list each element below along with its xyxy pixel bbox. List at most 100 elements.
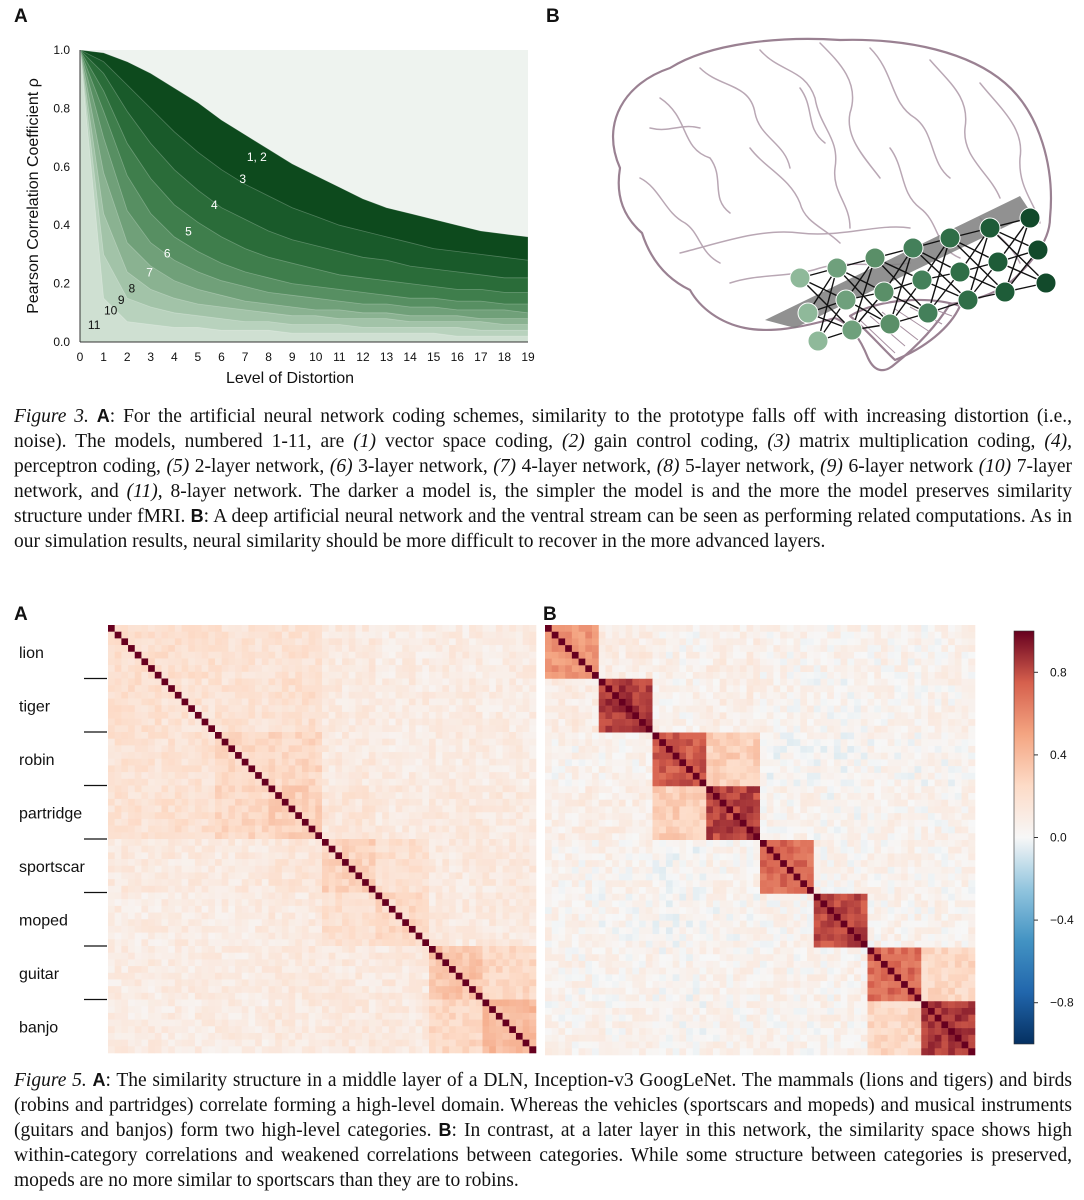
heatmap-cell <box>489 812 497 820</box>
heatmap-cell <box>134 765 142 773</box>
heatmap-cell <box>502 952 510 960</box>
heatmap-cell <box>268 919 276 927</box>
heatmap-cell <box>382 685 390 693</box>
heatmap-cell <box>268 885 276 893</box>
heatmap-cell <box>201 732 209 739</box>
heatmap-cell <box>281 1006 289 1014</box>
heatmap-cell <box>241 972 249 980</box>
heatmap-cell <box>726 692 734 700</box>
heatmap-cell <box>362 912 370 920</box>
heatmap-cell <box>833 638 841 646</box>
caption-text: vector space coding, <box>376 431 562 452</box>
heatmap-cell <box>529 685 537 693</box>
heatmap-cell <box>395 966 403 974</box>
heatmap-cell <box>612 651 620 659</box>
heatmap-cell <box>295 691 303 699</box>
heatmap-cell <box>362 1039 370 1047</box>
heatmap-cell <box>141 859 149 867</box>
heatmap-cell <box>328 1046 336 1054</box>
heatmap-cell <box>435 959 443 967</box>
heatmap-cell <box>335 745 343 753</box>
heatmap-cell <box>860 685 868 693</box>
heatmap-cell <box>208 685 216 693</box>
heatmap-cell <box>509 839 517 846</box>
heatmap-cell <box>148 872 156 880</box>
heatmap-cell <box>301 738 309 746</box>
heatmap-cell <box>773 672 781 680</box>
heatmap-cell <box>880 638 888 646</box>
heatmap-cell <box>395 839 403 846</box>
heatmap-cell <box>375 1006 383 1014</box>
heatmap-cell <box>495 986 503 994</box>
heatmap-cell <box>429 678 436 686</box>
heatmap-cell <box>335 845 343 853</box>
heatmap-cell <box>402 1019 410 1027</box>
heatmap-cell <box>502 671 510 679</box>
heatmap-cell <box>475 671 483 679</box>
heatmap-cell <box>335 839 343 846</box>
heatmap-cell <box>455 1006 463 1014</box>
heatmap-cell <box>121 972 129 980</box>
heatmap-cell <box>368 999 376 1007</box>
heatmap-cell <box>268 631 276 639</box>
heatmap-cell <box>268 665 276 673</box>
heatmap-cell <box>645 638 653 646</box>
heatmap-cell <box>315 685 323 693</box>
heatmap-cell <box>395 832 403 840</box>
heatmap-cell <box>328 691 336 699</box>
heatmap-cell <box>469 959 477 967</box>
heatmap-cell <box>201 959 209 967</box>
heatmap-cell <box>235 711 243 719</box>
heatmap-cell <box>322 705 329 713</box>
heatmap-cell <box>847 631 855 639</box>
heatmap-cell <box>275 638 283 646</box>
heatmap-cell <box>368 885 376 893</box>
heatmap-cell <box>288 972 296 980</box>
heatmap-cell <box>108 825 115 833</box>
heatmap-cell <box>502 979 510 987</box>
heatmap-cell <box>342 745 350 753</box>
heatmap-cell <box>114 805 122 813</box>
heatmap-cell <box>529 645 537 653</box>
heatmap-cell <box>429 986 436 994</box>
heatmap-cell <box>322 785 329 793</box>
heatmap-cell <box>215 885 222 893</box>
heatmap-cell <box>221 772 229 780</box>
heatmap-cell <box>382 631 390 639</box>
heatmap-cell <box>255 1026 263 1034</box>
heatmap-cell <box>475 999 483 1007</box>
heatmap-cell <box>241 832 249 840</box>
heatmap-cell <box>435 698 443 706</box>
heatmap-cell <box>807 631 815 639</box>
heatmap-cell <box>248 1012 256 1020</box>
heatmap-cell <box>322 778 329 786</box>
heatmap-cell <box>665 631 673 639</box>
heatmap-cell <box>268 718 276 726</box>
heatmap-cell <box>322 912 329 920</box>
heatmap-cell <box>442 665 450 673</box>
heatmap-cell <box>954 631 962 639</box>
heatmap-cell <box>489 852 497 860</box>
heatmap-cell <box>462 939 470 947</box>
heatmap-cell <box>148 698 156 706</box>
heatmap-cell <box>288 638 296 646</box>
heatmap-cell <box>335 966 343 974</box>
heatmap-cell <box>665 645 673 653</box>
heatmap-cell <box>108 625 115 632</box>
heatmap-cell <box>429 999 436 1007</box>
heatmap-cell <box>161 966 169 974</box>
heatmap-cell <box>462 798 470 806</box>
heatmap-cell <box>382 972 390 980</box>
heatmap-cell <box>114 839 122 846</box>
heatmap-cell <box>121 732 129 739</box>
heatmap-cell <box>408 912 416 920</box>
heatmap-cell <box>415 805 423 813</box>
heatmap-cell <box>174 698 182 706</box>
heatmap-cell <box>248 678 256 686</box>
heatmap-cell <box>388 966 396 974</box>
heatmap-cell <box>408 1039 416 1047</box>
heatmap-cell <box>522 925 530 933</box>
heatmap-cell <box>255 685 263 693</box>
heatmap-cell <box>248 859 256 867</box>
heatmap-cell <box>275 1006 283 1014</box>
